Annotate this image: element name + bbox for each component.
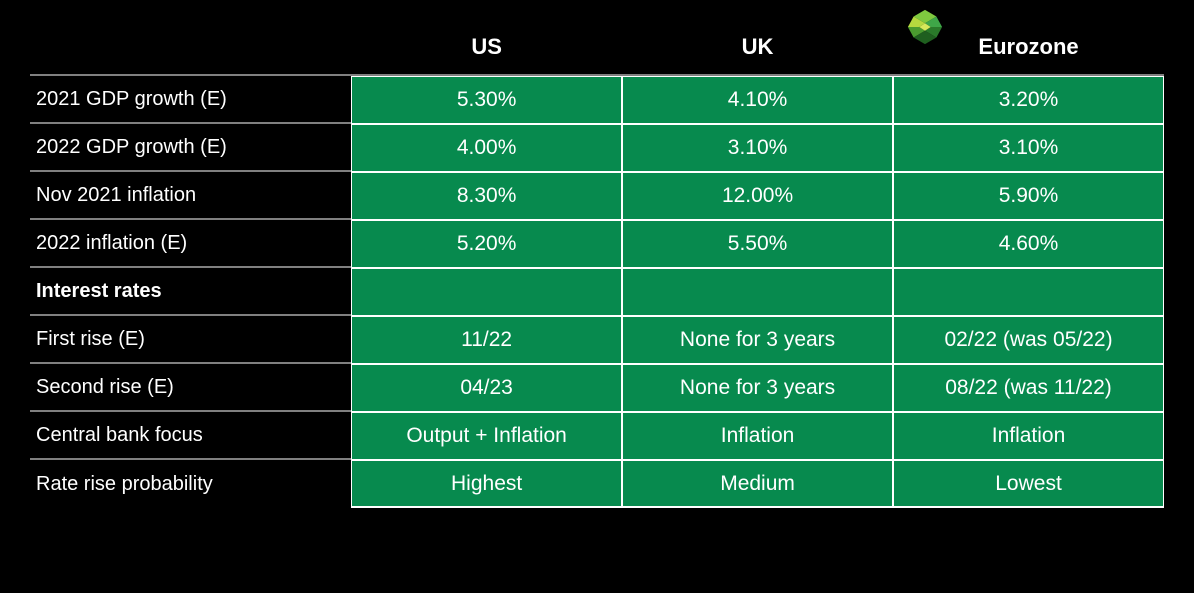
- row-label: First rise (E): [30, 316, 351, 364]
- table-row: 2022 GDP growth (E)4.00%3.10%3.10%: [30, 124, 1164, 172]
- row-label: Rate rise probability: [30, 460, 351, 508]
- table-cell: None for 3 years: [622, 364, 893, 412]
- table-cell: 5.50%: [622, 220, 893, 268]
- col-header-uk: UK: [622, 20, 893, 76]
- table-row: 2022 inflation (E)5.20%5.50%4.60%: [30, 220, 1164, 268]
- table-cell: Highest: [351, 460, 622, 508]
- col-header-us: US: [351, 20, 622, 76]
- row-label: Nov 2021 inflation: [30, 172, 351, 220]
- table-cell: 11/22: [351, 316, 622, 364]
- row-label: Interest rates: [30, 268, 351, 316]
- table-cell: Inflation: [893, 412, 1164, 460]
- row-label: 2021 GDP growth (E): [30, 76, 351, 124]
- table-cell: 3.20%: [893, 76, 1164, 124]
- table-row: 2021 GDP growth (E)5.30%4.10%3.20%: [30, 76, 1164, 124]
- table-cell: Inflation: [622, 412, 893, 460]
- table-cell: [622, 268, 893, 316]
- table-cell: 4.60%: [893, 220, 1164, 268]
- table-cell: 4.10%: [622, 76, 893, 124]
- logo-icon: [906, 8, 944, 46]
- table-cell: 5.90%: [893, 172, 1164, 220]
- table-cell: 5.30%: [351, 76, 622, 124]
- table-cell: [893, 268, 1164, 316]
- row-label: 2022 inflation (E): [30, 220, 351, 268]
- table-cell: Medium: [622, 460, 893, 508]
- table-row: First rise (E)11/22None for 3 years02/22…: [30, 316, 1164, 364]
- row-label: Central bank focus: [30, 412, 351, 460]
- table-cell: 4.00%: [351, 124, 622, 172]
- table-cell: [351, 268, 622, 316]
- row-label: 2022 GDP growth (E): [30, 124, 351, 172]
- table-row: Central bank focusOutput + InflationInfl…: [30, 412, 1164, 460]
- table-row: Interest rates: [30, 268, 1164, 316]
- table-cell: 04/23: [351, 364, 622, 412]
- table-cell: 8.30%: [351, 172, 622, 220]
- table-cell: 5.20%: [351, 220, 622, 268]
- table-cell: 3.10%: [893, 124, 1164, 172]
- table-cell: 3.10%: [622, 124, 893, 172]
- table-cell: Output + Inflation: [351, 412, 622, 460]
- table-cell: 08/22 (was 11/22): [893, 364, 1164, 412]
- table-corner: [30, 20, 351, 76]
- table-cell: 02/22 (was 05/22): [893, 316, 1164, 364]
- table-cell: 12.00%: [622, 172, 893, 220]
- row-label: Second rise (E): [30, 364, 351, 412]
- table-row: Rate rise probabilityHighestMediumLowest: [30, 460, 1164, 508]
- table-cell: Lowest: [893, 460, 1164, 508]
- table-row: Second rise (E)04/23None for 3 years08/2…: [30, 364, 1164, 412]
- table-cell: None for 3 years: [622, 316, 893, 364]
- table-row: Nov 2021 inflation8.30%12.00%5.90%: [30, 172, 1164, 220]
- rates-table: US UK Eurozone 2021 GDP growth (E)5.30%4…: [30, 20, 1164, 508]
